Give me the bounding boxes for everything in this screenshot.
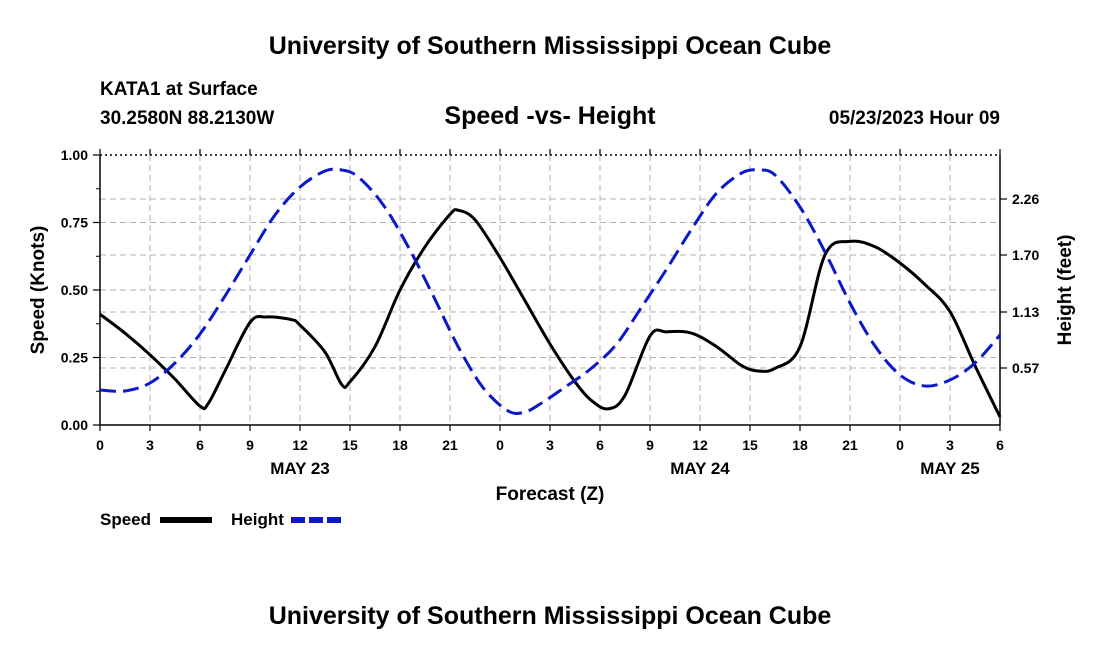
x-tick-label: 6	[196, 437, 204, 453]
series-line-speed	[99, 208, 1002, 418]
y-tick-label-left: 0.50	[61, 282, 88, 298]
x-tick-label: 18	[792, 437, 808, 453]
x-tick-label: 3	[146, 437, 154, 453]
y-axis-label-right: Height (feet)	[1055, 235, 1076, 346]
y-tick-label-left: 1.00	[61, 147, 88, 163]
x-tick-label: 21	[842, 437, 858, 453]
grid-lines	[100, 155, 1000, 425]
footer-title: University of Southern Mississippi Ocean…	[269, 602, 832, 630]
x-tick-label: 6	[996, 437, 1004, 453]
y-tick-label-left: 0.75	[61, 215, 88, 231]
series-lines	[99, 167, 1002, 418]
y-tick-label-left: 0.00	[61, 417, 88, 433]
x-day-label: MAY 24	[670, 459, 730, 478]
x-day-label: MAY 23	[270, 459, 330, 478]
y-tick-label-right: 1.70	[1012, 247, 1039, 263]
y-tick-label-right: 1.13	[1012, 304, 1039, 320]
y-tick-label-right: 0.57	[1012, 360, 1039, 376]
series-line-height	[99, 167, 1002, 415]
x-tick-label: 0	[496, 437, 504, 453]
x-tick-label: 9	[246, 437, 254, 453]
station-label: KATA1 at Surface	[100, 79, 258, 100]
y-axis-label-left: Speed (Knots)	[28, 226, 49, 355]
x-axis-label: Forecast (Z)	[496, 484, 605, 505]
forecast-date: 05/23/2023 Hour 09	[829, 108, 1000, 129]
x-tick-label: 9	[646, 437, 654, 453]
legend-label-speed: Speed	[100, 510, 151, 529]
x-tick-label: 21	[442, 437, 458, 453]
x-axis-ticks: 0 3 6 9 12 15 18 21 0 3 6 9 12 15 18 21 0 3 6 MAY 23 MAY 24 M…	[96, 149, 1004, 478]
y-tick-label-right: 2.26	[1012, 191, 1039, 207]
chart-main-title: University of Southern Mississippi Ocean…	[269, 32, 832, 60]
x-tick-label: 3	[546, 437, 554, 453]
x-tick-label: 6	[596, 437, 604, 453]
x-tick-label: 15	[342, 437, 358, 453]
legend: Speed Height	[100, 510, 343, 529]
y-tick-label-left: 0.25	[61, 350, 88, 366]
x-tick-label: 18	[392, 437, 408, 453]
x-tick-label: 12	[692, 437, 708, 453]
x-day-label: MAY 25	[920, 459, 980, 478]
x-tick-label: 0	[896, 437, 904, 453]
chart-title: Speed -vs- Height	[444, 102, 656, 130]
x-tick-label: 15	[742, 437, 758, 453]
x-tick-label: 12	[292, 437, 308, 453]
x-tick-label: 0	[96, 437, 104, 453]
legend-label-height: Height	[231, 510, 284, 529]
y-axis-ticks: 0.00 0.25 0.50 0.75 1.00 0.57 1.13 1.70 2.26	[61, 147, 1040, 433]
station-coordinates: 30.2580N 88.2130W	[100, 108, 274, 129]
x-tick-label: 3	[946, 437, 954, 453]
